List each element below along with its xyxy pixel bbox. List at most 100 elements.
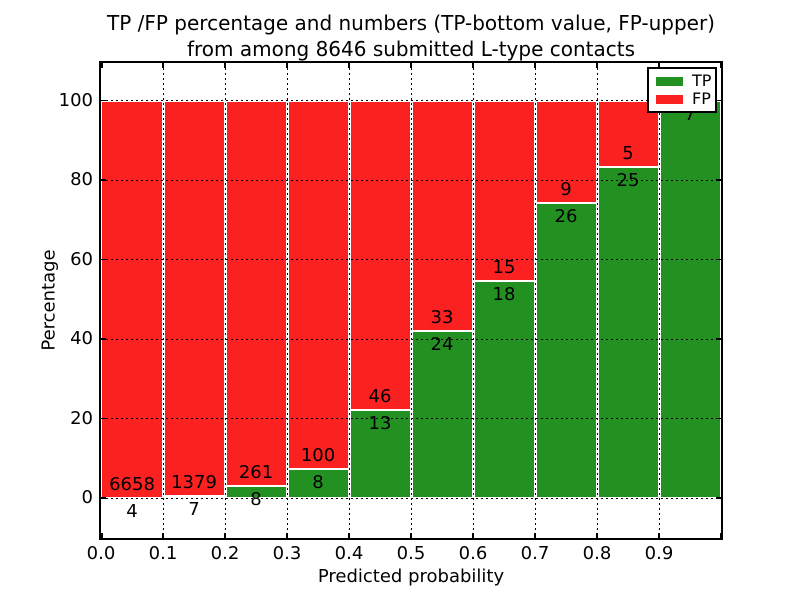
bar-segment-tp-7 [535,202,597,498]
y-tick-label-60: 60 [70,248,93,270]
tp-count-label-6: 18 [492,284,516,306]
legend-label-fp: FP [692,89,711,108]
x-tick-bottom-8 [596,533,598,538]
x-tick-bottom-6 [472,533,474,538]
vertical-gridline-0.3 [285,63,289,538]
x-tick-top-4 [348,63,350,68]
x-tick-label-0.0: 0.0 [86,543,116,564]
legend-label-tp: TP [692,71,712,90]
tp-count-label-4: 13 [368,413,392,435]
horizontal-gridline-80 [101,179,721,181]
bar-segment-fp-5 [411,100,473,331]
fp-count-label-1: 1379 [171,471,217,493]
legend-swatch-tp [656,76,683,86]
x-tick-bottom-2 [224,533,226,538]
y-tick-right-60 [716,258,721,261]
x-tick-top-9 [658,63,660,68]
chart-title: TP /FP percentage and numbers (TP-bottom… [91,10,731,62]
y-tick-left-80 [101,179,106,181]
x-tick-label-0.2: 0.2 [210,543,240,564]
y-tick-label-40: 40 [70,328,93,349]
x-tick-bottom-1 [162,533,164,538]
y-tick-left-0 [101,497,106,499]
tp-count-label-8: 25 [616,169,640,191]
fp-count-label-3: 100 [300,444,336,466]
fp-count-label-0: 6658 [109,473,155,495]
tp-count-label-5: 24 [430,333,454,355]
x-tick-bottom-5 [410,533,412,538]
x-tick-label-0.9: 0.9 [644,543,674,564]
legend-item-fp: FP [656,89,715,108]
tp-count-label-0: 4 [126,500,138,522]
fp-count-label-7: 9 [560,178,572,200]
x-tick-label-0.5: 0.5 [396,543,426,564]
tp-count-label-9: 7 [684,103,696,125]
chart-title-line2: from among 8646 submitted L-type contact… [186,37,636,61]
x-axis-label: Predicted probability [317,566,505,587]
x-tick-label-0.6: 0.6 [458,543,488,564]
bar-segment-fp-4 [349,100,411,411]
legend-box: TP FP [647,67,717,113]
tp-count-label-7: 26 [554,205,578,227]
y-tick-right-100 [716,99,721,102]
vertical-gridline-0.7 [533,63,537,538]
bar-segment-tp-8 [597,166,659,498]
x-tick-top-0 [101,63,103,68]
x-tick-bottom-0 [101,533,103,538]
bar-segment-fp-1 [163,100,225,496]
x-tick-top-5 [410,63,412,68]
x-tick-top-6 [472,63,474,68]
y-tick-left-60 [101,258,106,261]
fp-count-label-2: 261 [238,462,274,484]
y-tick-label-80: 80 [70,169,93,190]
plot-area: 6658 4 1379 7 261 8 100 8 46 13 33 24 15 18 9 26 5 25 7 [99,61,723,540]
vertical-gridline-0.2 [223,63,227,538]
y-tick-right-80 [716,179,721,181]
x-tick-label-0.3: 0.3 [272,543,302,564]
fp-count-label-8: 5 [622,142,634,164]
x-tick-label-0.4: 0.4 [334,543,364,564]
x-tick-top-2 [224,63,226,68]
bar-segment-tp-5 [411,330,473,498]
bar-segment-tp-4 [349,410,411,498]
tp-count-label-2: 8 [250,489,262,511]
y-tick-right-40 [716,338,721,340]
x-tick-bottom-4 [348,533,350,538]
x-tick-label-0.8: 0.8 [582,543,612,564]
horizontal-gridline-20 [101,418,721,419]
legend-swatch-fp [656,94,683,104]
x-tick-bottom-9 [658,533,660,538]
vertical-gridline-0.8 [595,63,599,538]
tp-count-label-3: 8 [312,471,324,493]
bar-segment-fp-0 [101,100,163,498]
x-tick-top-8 [596,63,598,68]
y-tick-left-20 [101,417,106,420]
y-tick-left-100 [101,99,106,102]
fp-count-label-6: 15 [492,257,516,279]
vertical-gridline-0.4 [347,63,351,538]
vertical-gridline-0.5 [409,63,413,538]
vertical-gridline-0.6 [471,63,475,538]
horizontal-gridline-60 [101,259,721,260]
fp-count-label-5: 33 [430,306,454,328]
bar-segment-tp-3 [287,468,349,498]
x-tick-bottom-3 [286,533,288,538]
bar-segment-tp-6 [473,281,535,498]
y-tick-label-0: 0 [81,487,93,508]
chart-title-line1: TP /FP percentage and numbers (TP-bottom… [107,11,715,35]
horizontal-gridline-0 [101,497,721,499]
x-tick-top-1 [162,63,164,68]
bar-segment-fp-3 [287,100,349,469]
vertical-gridline-0.1 [161,63,165,538]
x-tick-top-7 [534,63,536,68]
legend-item-tp: TP [656,71,715,90]
bar-segment-fp-2 [225,100,287,487]
x-tick-bottom-7 [534,533,536,538]
horizontal-gridline-100 [101,100,721,101]
x-tick-label-0.1: 0.1 [148,543,178,564]
x-tick-top-3 [286,63,288,68]
tp-count-label-1: 7 [188,498,200,520]
fp-count-label-4: 46 [368,386,392,408]
y-tick-label-20: 20 [70,407,93,429]
